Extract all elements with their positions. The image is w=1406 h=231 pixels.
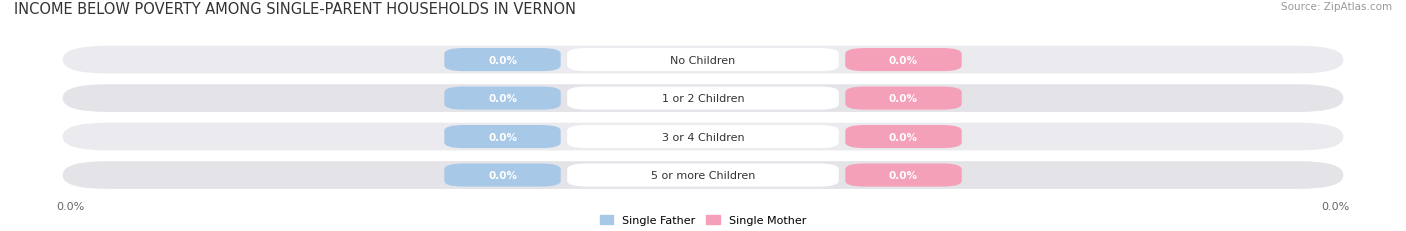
Text: 3 or 4 Children: 3 or 4 Children (662, 132, 744, 142)
FancyBboxPatch shape (63, 161, 1343, 189)
Text: No Children: No Children (671, 55, 735, 65)
FancyBboxPatch shape (845, 125, 962, 149)
Text: 0.0%: 0.0% (889, 132, 918, 142)
Text: 0.0%: 0.0% (488, 170, 517, 180)
Text: 0.0%: 0.0% (56, 201, 84, 211)
Text: 0.0%: 0.0% (488, 55, 517, 65)
FancyBboxPatch shape (444, 125, 561, 149)
Text: 0.0%: 0.0% (889, 94, 918, 104)
FancyBboxPatch shape (63, 123, 1343, 151)
FancyBboxPatch shape (845, 87, 962, 110)
FancyBboxPatch shape (567, 49, 839, 72)
FancyBboxPatch shape (567, 125, 839, 149)
Text: 0.0%: 0.0% (889, 55, 918, 65)
FancyBboxPatch shape (845, 164, 962, 187)
Text: 0.0%: 0.0% (1322, 201, 1350, 211)
Text: 0.0%: 0.0% (889, 170, 918, 180)
FancyBboxPatch shape (63, 47, 1343, 74)
Text: 0.0%: 0.0% (488, 132, 517, 142)
Text: INCOME BELOW POVERTY AMONG SINGLE-PARENT HOUSEHOLDS IN VERNON: INCOME BELOW POVERTY AMONG SINGLE-PARENT… (14, 2, 576, 17)
Text: 1 or 2 Children: 1 or 2 Children (662, 94, 744, 104)
Legend: Single Father, Single Mother: Single Father, Single Mother (600, 215, 806, 225)
FancyBboxPatch shape (845, 49, 962, 72)
Text: 5 or more Children: 5 or more Children (651, 170, 755, 180)
FancyBboxPatch shape (567, 87, 839, 110)
FancyBboxPatch shape (444, 49, 561, 72)
Text: Source: ZipAtlas.com: Source: ZipAtlas.com (1281, 2, 1392, 12)
Text: 0.0%: 0.0% (488, 94, 517, 104)
FancyBboxPatch shape (63, 85, 1343, 112)
FancyBboxPatch shape (567, 164, 839, 187)
FancyBboxPatch shape (444, 164, 561, 187)
FancyBboxPatch shape (444, 87, 561, 110)
